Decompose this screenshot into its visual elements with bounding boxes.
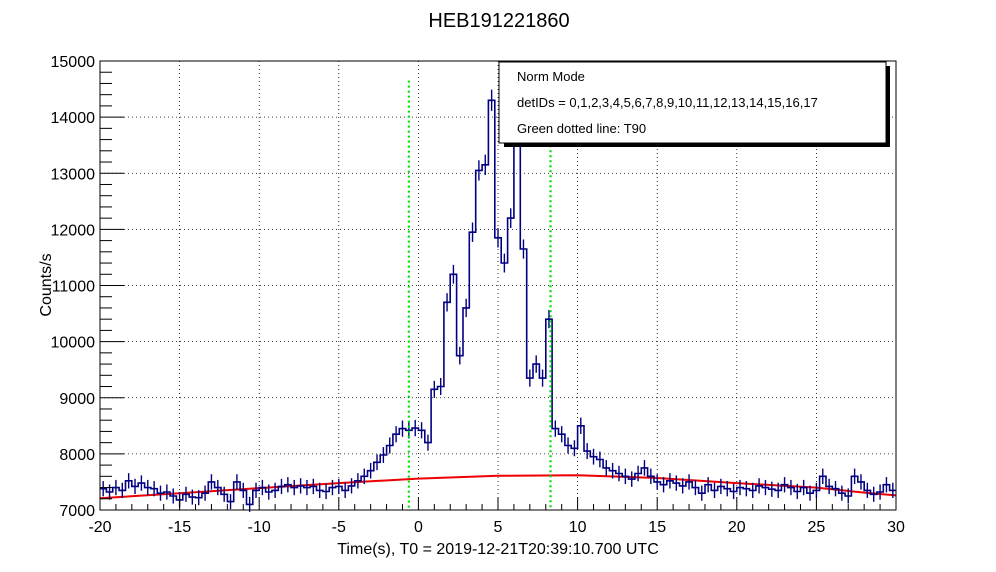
x-tick-label: 15 [648,519,666,536]
x-tick-label: -15 [168,519,191,536]
background-fit-series [99,474,897,500]
y-tick-label: 10000 [51,335,96,352]
x-tick-label: 10 [569,519,587,536]
chart-title: HEB191221860 [428,10,569,32]
axes: -20 -15 -10 -5 0 5 10 15 20 25 30 7000 8000 9000 10000… [51,54,906,536]
x-axis-label: Time(s), T0 = 2019-12-21T20:39:10.700 UT… [337,541,659,558]
x-tick-label: -20 [88,519,111,536]
x-tick-label: -10 [248,519,271,536]
t90-markers [407,80,552,510]
background-fit-line [99,474,897,500]
x-tick-label: 30 [887,519,905,536]
y-tick-label: 14000 [51,110,96,127]
y-tick-label: 15000 [51,54,96,71]
x-tick-label: 5 [494,519,503,536]
y-tick-label: 7000 [59,503,95,520]
grid [100,61,896,510]
x-tick-label: -5 [332,519,346,536]
legend-panel [498,61,887,144]
legend-line-mode: Norm Mode [517,69,585,84]
x-tick-label: 20 [728,519,746,536]
x-tick-label: 0 [414,519,423,536]
y-tick-label: 8000 [59,447,95,464]
legend-line-t90: Green dotted line: T90 [517,121,646,136]
y-tick-label: 11000 [52,279,95,296]
legend-box: Norm Mode detIDs = 0,1,2,3,4,5,6,7,8,9,1… [498,61,890,147]
y-axis-label: Counts/s [38,253,55,316]
legend-line-detids: detIDs = 0,1,2,3,4,5,6,7,8,9,10,11,12,13… [517,95,818,110]
y-tick-label: 13000 [51,166,96,183]
x-tick-label: 25 [808,519,826,536]
y-tick-label: 9000 [59,391,95,408]
y-tick-label: 12000 [51,222,96,239]
